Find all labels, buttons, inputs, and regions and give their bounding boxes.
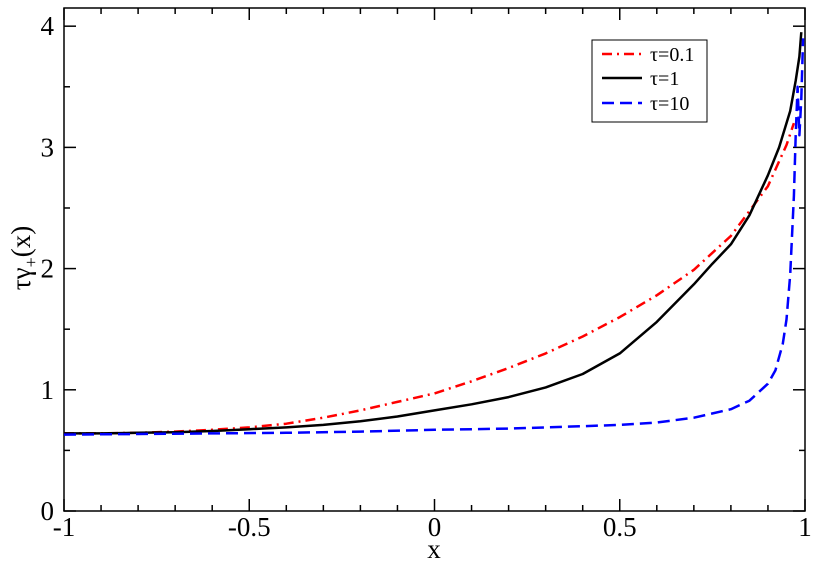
legend-label-tau-1: τ=1 <box>650 68 679 90</box>
y-axis-label-sub: + <box>21 257 41 267</box>
legend: τ=0.1 τ=1 τ=10 <box>591 39 708 123</box>
x-axis-label: x <box>427 534 441 561</box>
x-tick-label: -0.5 <box>228 512 271 542</box>
legend-label-tau-0.1: τ=0.1 <box>650 44 694 66</box>
y-tick-label: 4 <box>41 11 55 41</box>
y-axis-label-main: τγ <box>6 267 36 290</box>
y-axis-label-tail: (x) <box>6 226 36 257</box>
y-tick-label: 3 <box>41 132 55 162</box>
legend-label-tau-10: τ=10 <box>650 93 689 115</box>
axis-ticks: -1 -0.5 0 0.5 1 0 1 2 3 4 <box>41 8 812 542</box>
series-line-0 <box>64 122 796 435</box>
x-tick-label: 1 <box>798 512 812 542</box>
series-line-1 <box>64 32 803 435</box>
y-axis-label: τγ+(x) <box>6 226 41 290</box>
series-line-2 <box>63 38 805 436</box>
x-tick-label: 0 <box>428 512 442 542</box>
x-tick-label: -1 <box>53 512 76 542</box>
y-tick-label: 2 <box>41 254 55 284</box>
series-group <box>63 32 805 436</box>
y-tick-label: 1 <box>41 375 55 405</box>
x-tick-label: 0.5 <box>603 512 637 542</box>
y-tick-label: 0 <box>41 496 55 526</box>
